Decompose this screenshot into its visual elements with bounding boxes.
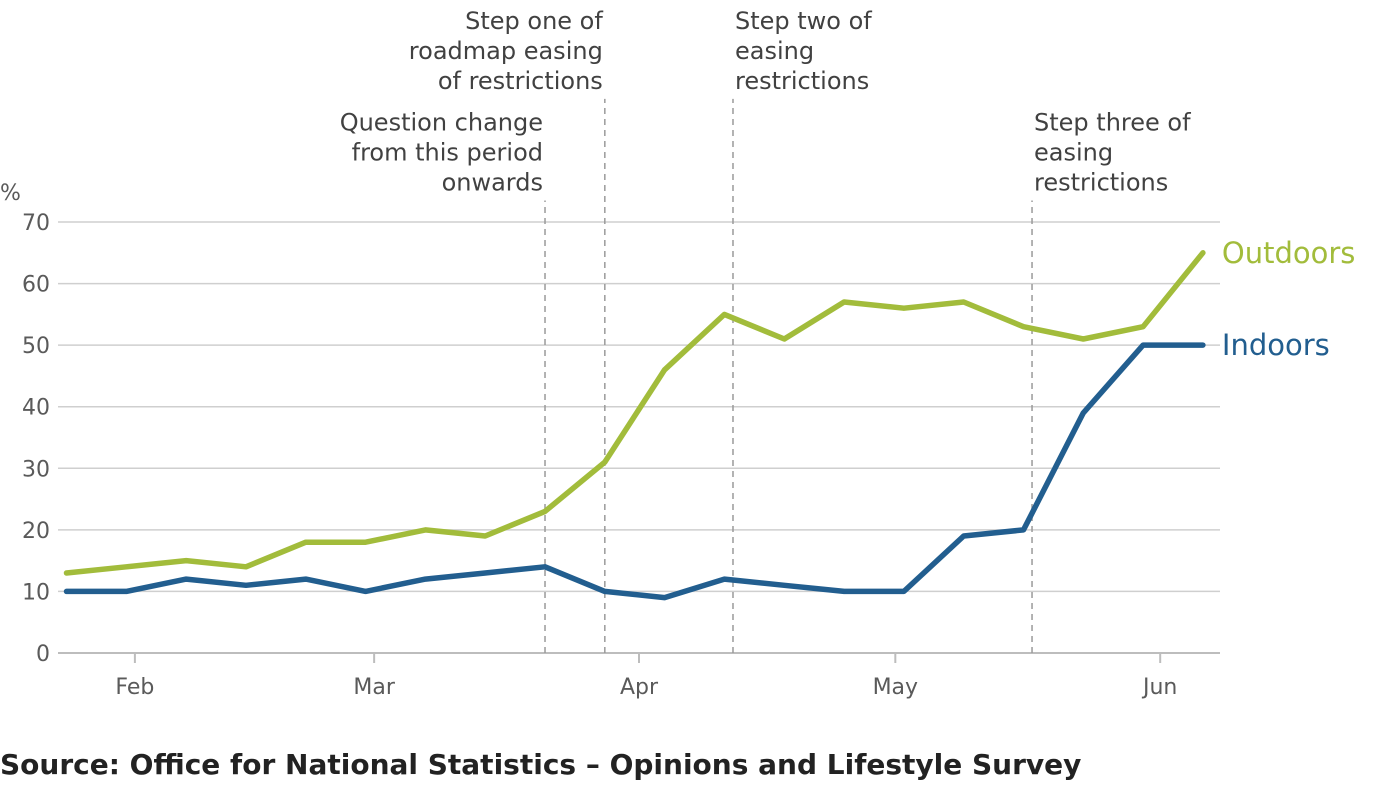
y-tick-label: 70 [22, 211, 50, 236]
x-tick-label: May [873, 675, 918, 700]
x-tick-label: Feb [115, 675, 154, 700]
x-tick-label: Jun [1141, 675, 1177, 700]
y-tick-label: 10 [22, 580, 50, 605]
series-line-indoors [63, 342, 1206, 601]
annotations: Question change from this period onwards St… [340, 7, 1191, 653]
series-label-indoors: Indoors [1222, 328, 1330, 362]
x-tick-label: Mar [353, 675, 395, 700]
annotation-label: Step two of easing restrictions [735, 7, 872, 95]
y-tick-label: 0 [36, 642, 50, 667]
y-tick-label: 50 [22, 334, 50, 359]
y-tick-label: 60 [22, 273, 50, 298]
y-axis: % 0 10 20 30 40 50 60 70 [0, 181, 50, 667]
source-note: Source: Office for National Statistics –… [0, 748, 1082, 781]
x-axis: Feb Mar Apr May Jun [115, 653, 1177, 700]
y-tick-label: 30 [22, 457, 50, 482]
series-label-outdoors: Outdoors [1222, 236, 1356, 270]
annotation-label: Step one of roadmap easing of restrictions [409, 7, 604, 95]
annotation-label: Question change from this period onwards [340, 108, 543, 196]
series: Outdoors Indoors [63, 236, 1356, 601]
y-axis-unit-label: % [0, 181, 21, 206]
y-tick-label: 20 [22, 519, 50, 544]
y-tick-label: 40 [22, 396, 50, 421]
x-tick-label: Apr [620, 675, 659, 700]
gridlines [58, 221, 1220, 654]
series-line-outdoors [63, 250, 1206, 576]
annotation-label: Step three of easing restrictions [1034, 108, 1191, 196]
line-chart: Question change from this period onwards St… [0, 7, 1356, 700]
